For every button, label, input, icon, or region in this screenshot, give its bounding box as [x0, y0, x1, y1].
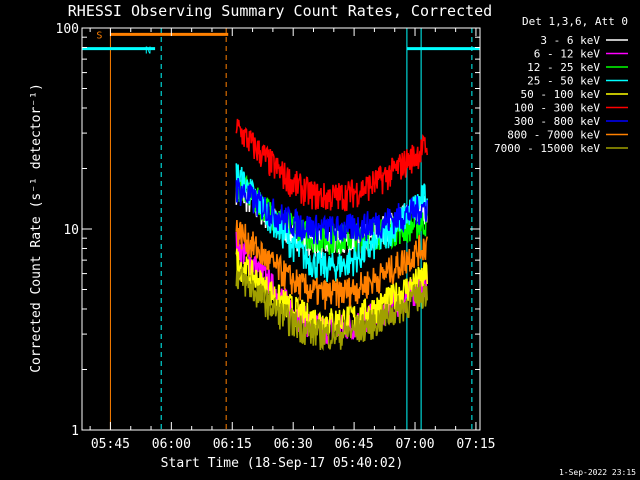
x-tick-label: 07:00: [395, 437, 434, 452]
legend-header: Det 1,3,6, Att 0: [522, 15, 628, 28]
x-tick-label: 07:15: [456, 437, 495, 452]
legend-entry-label: 12 - 25 keV: [527, 61, 600, 74]
y-tick-label: 100: [56, 22, 79, 37]
x-axis-label: Start Time (18-Sep-17 05:40:02): [161, 456, 404, 471]
legend-entry-label: 300 - 800 keV: [514, 115, 600, 128]
x-tick-label: 06:30: [274, 437, 313, 452]
x-tick-label: 06:00: [152, 437, 191, 452]
y-tick-label: 1: [71, 424, 79, 439]
plot-area: SN 05:45 06:00 06:15 06:30 06:45 07:00 07:15 1…: [56, 22, 496, 452]
x-tick-label: 05:45: [91, 437, 130, 452]
series-line: [235, 177, 428, 245]
legend-entry-label: 6 - 12 keV: [534, 48, 601, 61]
series-line: [235, 163, 428, 283]
legend-entry-label: 50 - 100 keV: [521, 88, 601, 101]
legend-entry-label: 25 - 50 keV: [527, 75, 600, 88]
flag-bars: SN: [82, 30, 480, 57]
series-line: [235, 118, 428, 212]
y-axis-label: Corrected Count Rate (s⁻¹ detector⁻¹): [29, 83, 44, 373]
x-tick-label: 06:45: [335, 437, 374, 452]
x-tick-label: 06:15: [213, 437, 252, 452]
series-line: [235, 266, 428, 351]
flag-label: S: [96, 30, 102, 41]
timestamp: 1-Sep-2022 23:15: [559, 468, 636, 477]
legend-entry-label: 3 - 6 keV: [540, 34, 600, 47]
legend-entry-label: 800 - 7000 keV: [507, 129, 600, 142]
x-axis: 05:45 06:00 06:15 06:30 06:45 07:00 07:15: [89, 28, 496, 452]
chart-title: RHESSI Observing Summary Count Rates, Co…: [68, 2, 492, 20]
legend-entry-label: 7000 - 15000 keV: [494, 142, 600, 155]
series-line: [235, 219, 428, 310]
y-tick-label: 10: [63, 223, 79, 238]
flag-label: N: [145, 46, 151, 57]
series-layer: [235, 118, 428, 351]
legend-entry-label: 100 - 300 keV: [514, 102, 600, 115]
y-axis: 1 10 100: [56, 22, 480, 439]
